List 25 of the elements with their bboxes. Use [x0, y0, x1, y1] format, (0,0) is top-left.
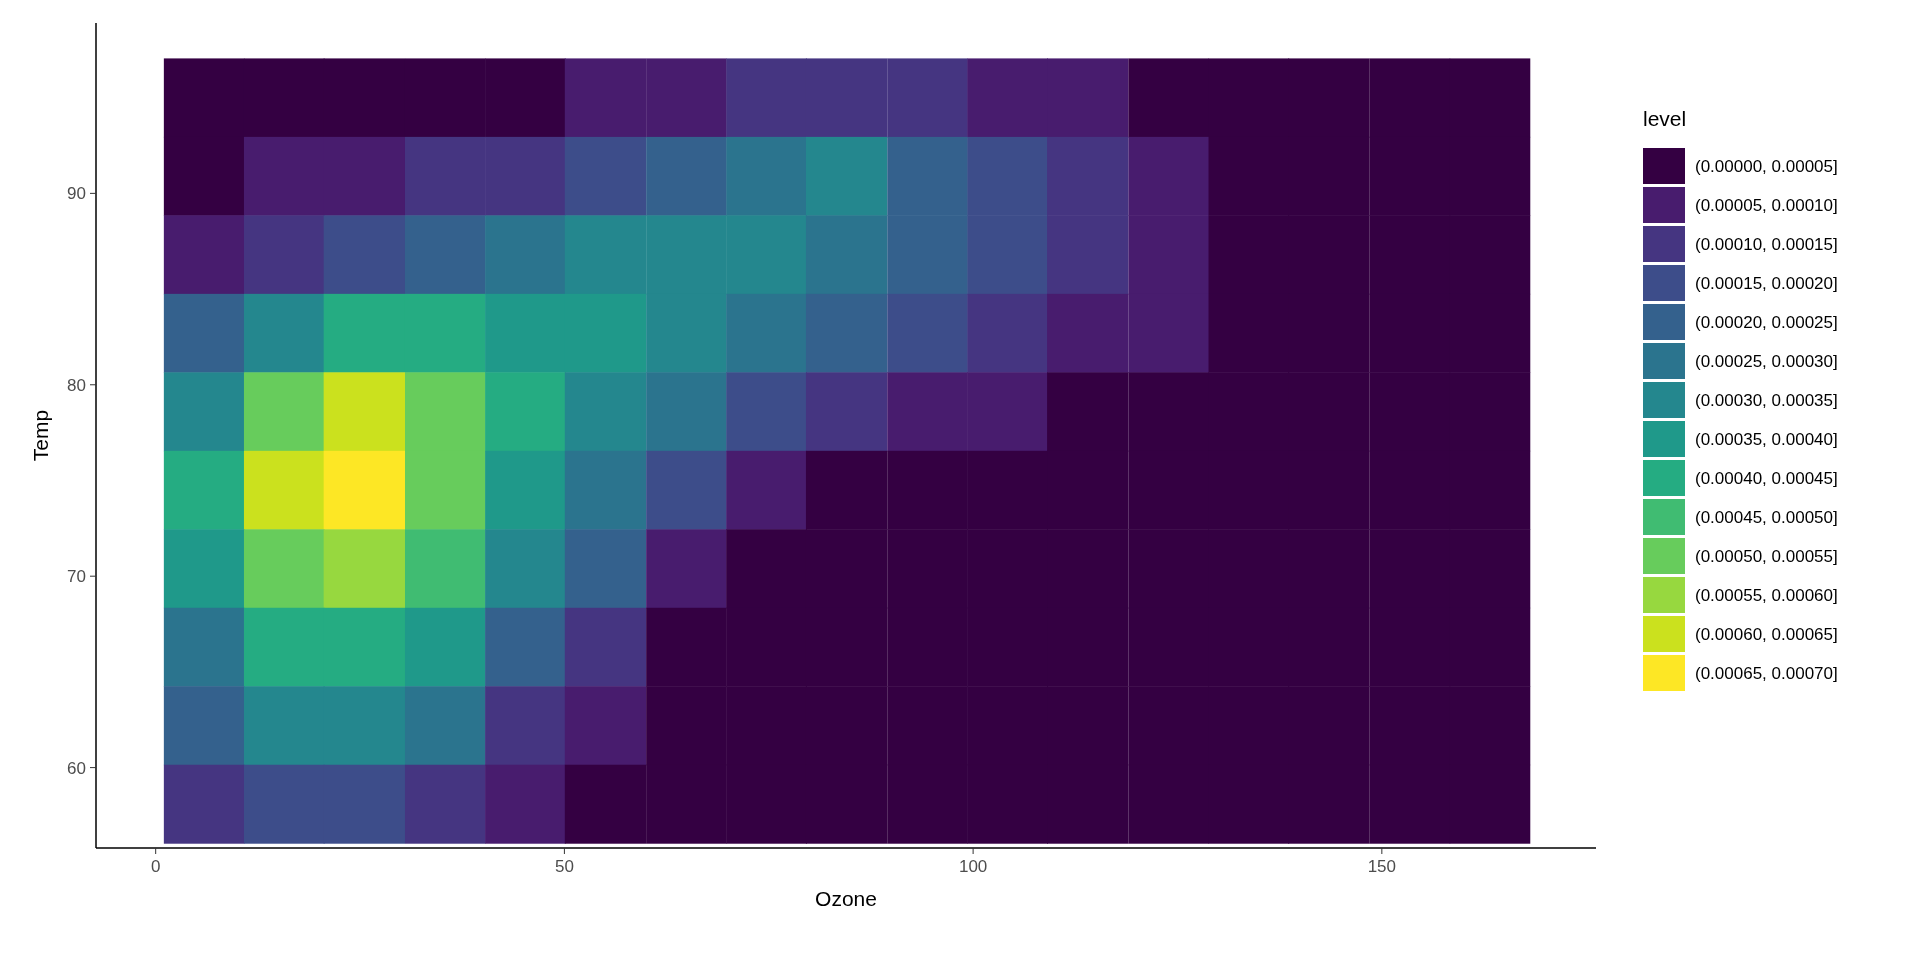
color-bar-label: (0.00015, 0.00020] — [1695, 273, 1838, 293]
y-axis-title: Temp — [29, 409, 52, 462]
color-bar-label: (0.00000, 0.00005] — [1695, 156, 1838, 176]
color-bar-label: (0.00045, 0.00050] — [1695, 507, 1838, 527]
color-bar-label: (0.00055, 0.00060] — [1695, 585, 1838, 605]
color-bar-label: (0.00040, 0.00045] — [1695, 468, 1838, 488]
color-bar-label: (0.00025, 0.00030] — [1695, 351, 1838, 371]
color-bar-label: (0.00005, 0.00010] — [1695, 195, 1838, 215]
x-tick-label: 0 — [150, 857, 161, 876]
y-tick-label: 80 — [67, 375, 86, 395]
color-bar-label: (0.00020, 0.00025] — [1695, 312, 1838, 332]
y-tick-label: 60 — [67, 758, 86, 778]
color-bar-label: (0.00060, 0.00065] — [1695, 624, 1838, 644]
x-axis-title: Ozone — [815, 887, 877, 910]
color-bar-label: (0.00030, 0.00035] — [1695, 390, 1838, 410]
color-bar-label: (0.00035, 0.00040] — [1695, 429, 1838, 449]
color-bar-title: level — [1643, 107, 1687, 130]
x-tick-label: 100 — [958, 857, 988, 876]
x-tick-label: 50 — [554, 857, 574, 876]
x-tick-label: 150 — [1367, 857, 1397, 876]
color-bar-label: (0.00050, 0.00055] — [1695, 546, 1838, 566]
color-bar-label: (0.00010, 0.00015] — [1695, 234, 1838, 254]
y-tick-label: 70 — [67, 567, 86, 587]
y-tick-label: 90 — [67, 184, 86, 204]
color-bar-label: (0.00065, 0.00070] — [1695, 663, 1838, 683]
